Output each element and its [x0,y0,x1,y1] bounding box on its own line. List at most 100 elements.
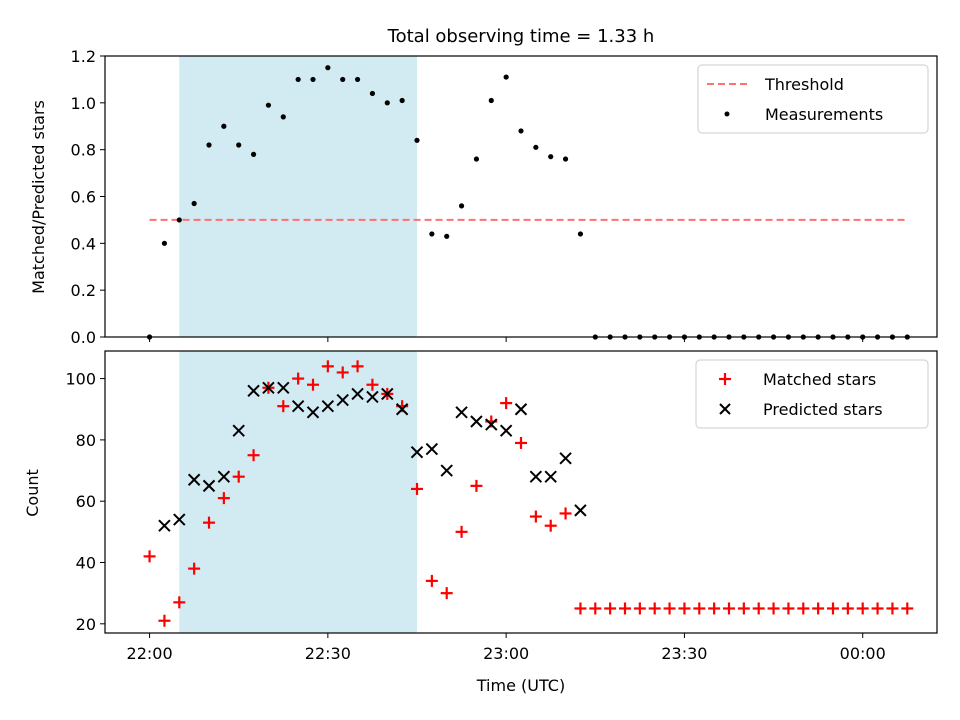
matched-star-point [292,372,305,385]
x-tick-label: 22:30 [305,644,351,663]
predicted-star-point [559,452,572,465]
measurement-point [562,156,569,162]
predicted-star-point [366,390,379,404]
predicted-star-point [336,393,349,407]
y-tick-label: 60 [76,492,96,511]
matched-star-point [856,602,869,615]
y-tick-label: 0.0 [71,328,96,347]
matched-star-point [559,507,572,520]
y-tick-label: 0.6 [71,188,96,207]
measurement-point [577,231,584,237]
matched-star-point [678,602,691,615]
measurement-point [369,90,376,97]
matched-star-point [841,602,854,615]
predicted-star-point [544,470,557,483]
matched-star-point [619,602,631,615]
legend-matched-label: Matched stars [763,370,876,389]
matched-star-point [336,366,349,379]
bottom-plot-frame [104,350,938,634]
predicted-star-point [262,381,275,394]
measurement-point [429,231,435,237]
y-tick-label: 40 [76,554,96,573]
measurement-point [533,144,539,150]
matched-star-point [425,574,438,587]
y-tick-label: 1.0 [71,94,96,113]
predicted-star-point [247,384,260,398]
measurement-point [503,74,509,80]
measurement-point [384,100,390,106]
matched-star-point [723,602,735,615]
measurement-point [206,142,212,148]
matched-star-point [277,400,290,413]
top-y-ticks: 0.0 0.2 0.4 0.6 0.8 1.0 1.2 [71,47,105,347]
y-tick-label: 0.2 [71,281,96,300]
matched-star-point [247,449,260,462]
matched-star-point [827,602,839,615]
matched-star-point [901,602,914,615]
matched-star-point [574,602,587,615]
predicted-star-point [306,406,320,419]
x-tick-label: 22:00 [127,644,173,663]
predicted-star-point [232,424,245,437]
measurement-point [161,240,168,246]
top-legend-box [697,64,929,134]
predicted-star-point [173,513,186,526]
predicted-star-point [187,473,201,486]
matched-star-point [158,614,171,627]
matched-star-point [470,479,483,492]
bottom-y-axis-label: Count [23,469,42,517]
legend-predicted-label: Predicted stars [763,400,883,419]
matched-star-point [500,397,513,410]
measurement-point [414,137,420,143]
measurement-point [473,156,480,162]
matched-star-point [663,602,676,615]
matched-star-point [589,602,602,615]
measurement-point [340,76,346,83]
matched-star-point [767,602,780,615]
measurement-point [518,128,524,134]
bottom-legend: Matched stars Predicted stars [695,359,929,429]
predicted-star-point [395,403,409,416]
legend-threshold-label: Threshold [764,75,844,94]
top-x-ticks [149,337,864,342]
observing-window-shade-bottom [179,351,417,633]
bottom-x-ticks: 22:0022:3023:0023:3000:0000:3001:0001:30… [127,633,886,663]
measurement-point [458,203,465,209]
predicted-star-point [381,387,394,401]
matched-star-point [544,519,557,532]
measurement-point [488,97,494,104]
measurement-point [280,114,286,120]
top-y-axis-label: Matched/Predicted stars [29,100,48,294]
legend-measurement-swatch [724,111,730,117]
predicted-star-point [321,399,335,413]
measurement-point [295,76,301,83]
measurement-point [354,76,361,83]
matched-star-point [633,602,646,615]
y-tick-label: 80 [76,431,96,450]
matched-star-point [886,602,899,615]
measurement-point [548,154,554,160]
x-axis-label: Time (UTC) [476,676,565,695]
matched-star-point [366,378,379,391]
legend-measurements-label: Measurements [765,105,883,124]
matched-star-point [648,602,661,615]
y-tick-label: 0.4 [71,234,96,253]
matched-star-point [232,470,245,483]
matched-star-point [782,602,795,615]
matched-star-point [871,602,884,615]
predicted-star-point [425,442,439,456]
matched-star-point [440,587,453,600]
predicted-star-point [351,387,364,401]
measurement-point [310,76,316,83]
matched-star-point [752,602,765,615]
x-tick-label: 00:00 [840,644,886,663]
y-tick-label: 0.8 [71,141,96,160]
matched-star-point [708,602,721,615]
y-tick-label: 100 [65,370,96,389]
matched-star-point [203,516,215,529]
predicted-star-point [514,403,528,416]
measurement-point [191,200,197,207]
predicted-star-points [158,381,587,532]
matched-star-point [307,378,319,391]
